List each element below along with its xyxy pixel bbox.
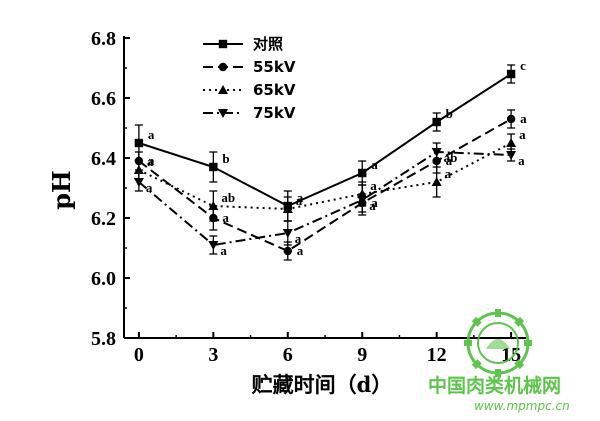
watermark-url: www.mpmpc.cn (474, 399, 570, 413)
x-axis-title: 贮藏时间（d） (251, 372, 393, 397)
significance-label: b (222, 151, 229, 166)
series-line (138, 118, 512, 253)
data-point (283, 246, 292, 256)
series-2 (134, 109, 516, 261)
watermark: 中国肉类机械网 www.mpmpc.cn (428, 309, 570, 413)
y-tick-label: 6.8 (91, 28, 116, 50)
data-point (208, 201, 219, 210)
data-point (133, 178, 144, 187)
series-4 (133, 142, 517, 255)
legend-label: 75kV (253, 104, 296, 122)
data-point (432, 117, 441, 127)
watermark-site-name: 中国肉类机械网 (428, 374, 561, 397)
significance-label: ab (444, 150, 458, 165)
legend-marker (218, 85, 228, 94)
legend-entry-3: 65kV (203, 81, 296, 99)
data-point (208, 241, 219, 250)
data-point (506, 151, 517, 160)
data-point (282, 229, 293, 238)
significance-label: a (370, 178, 377, 193)
significance-label: a (297, 243, 304, 258)
data-point (133, 165, 144, 174)
data-point (506, 69, 516, 79)
legend-label: 65kV (253, 81, 296, 99)
significance-label: a (518, 153, 525, 168)
series-marks (133, 64, 517, 261)
series-line (138, 73, 512, 208)
x-tick-label: 3 (208, 344, 218, 366)
legend-label: 对照 (253, 35, 283, 53)
significance-label: a (222, 210, 229, 225)
significance-label: a (371, 195, 378, 210)
legend: 对照 55kV 65kV 75kV (203, 35, 296, 122)
y-tick-label: 5.8 (91, 328, 116, 350)
data-point (209, 162, 218, 172)
significance-label: a (147, 154, 154, 169)
data-point (357, 196, 368, 205)
significance-label: a (297, 190, 304, 205)
y-axis-title: pH (47, 170, 76, 209)
data-point (134, 138, 144, 148)
significance-label: c (520, 58, 526, 73)
significance-label: a (146, 180, 153, 195)
legend-marker (218, 62, 228, 72)
significance-label: a (148, 127, 155, 142)
series-line (138, 150, 512, 247)
significance-label: a (296, 193, 303, 208)
x-tick-label: 12 (427, 344, 447, 366)
significance-label: a (519, 127, 526, 142)
y-tick-label: 6.2 (91, 208, 116, 230)
significance-label: ab (221, 190, 235, 205)
y-tick-label: 6.4 (91, 148, 116, 170)
significance-label: a (446, 153, 453, 168)
data-point (282, 204, 293, 213)
legend-entry-4: 75kV (203, 104, 296, 122)
significance-label: b (446, 106, 453, 121)
data-point (506, 138, 517, 147)
x-tick-label: 0 (134, 344, 144, 366)
significance-label: a (220, 243, 227, 258)
significance-label: a (445, 166, 452, 181)
series-1 (134, 64, 516, 222)
legend-marker (218, 39, 228, 49)
significance-label: a (295, 231, 302, 246)
data-point (506, 114, 516, 124)
watermark-logo-icon (464, 309, 532, 377)
data-point (431, 148, 442, 157)
series-3 (133, 133, 517, 222)
x-tick-label: 6 (283, 344, 293, 366)
legend-marker (218, 109, 228, 118)
x-tick-label: 9 (357, 344, 367, 366)
significance-label: a (369, 198, 376, 213)
data-point (358, 168, 367, 178)
significance-label: a (371, 157, 378, 172)
y-tick-label: 6.6 (91, 88, 116, 110)
legend-label: 55kV (253, 58, 296, 76)
significance-label: a (148, 153, 155, 168)
y-tick-label: 6.0 (91, 268, 116, 290)
legend-entry-1: 对照 (203, 35, 283, 53)
data-point (431, 177, 442, 186)
significance-label: a (520, 111, 527, 126)
legend-entry-2: 55kV (203, 58, 296, 76)
